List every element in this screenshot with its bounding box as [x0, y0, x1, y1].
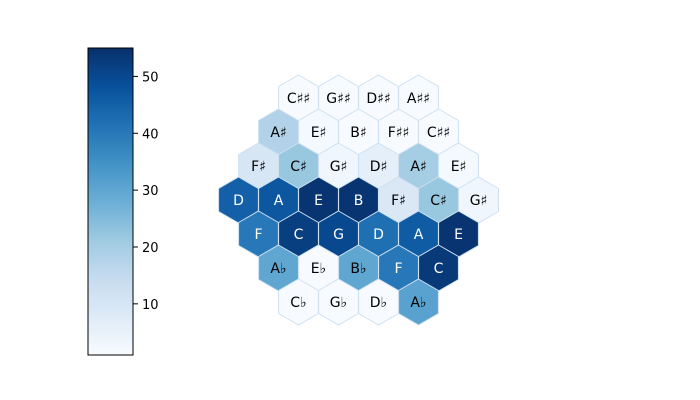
hex-cell-label: C♯ [430, 193, 447, 209]
hex-grid: C♯♯ G♯♯ D♯♯ A♯♯ A♯ E♯ B♯ F♯♯ C♯♯ F♯ C♯ G♯ D♯ A♯ E♯ D A E B… [218, 74, 499, 326]
colorbar-tick-label: 40 [142, 127, 159, 142]
colorbar-tick-label: 30 [142, 184, 159, 199]
hex-cell-label: D♯♯ [366, 91, 390, 107]
hex-cell-label: E♯ [451, 159, 467, 175]
colorbar-tick-label: 20 [142, 241, 159, 256]
hex-cell-label: C [294, 227, 304, 243]
hex-cell-label: B♭ [350, 261, 366, 277]
hex-cell-label: F♯♯ [388, 125, 410, 141]
hex-cell-label: F♯ [391, 193, 406, 209]
hex-cell-label: G♯ [470, 193, 488, 209]
hex-cell-label: B♯ [350, 125, 366, 141]
hex-cell-label: A [274, 193, 284, 209]
hex-cell-label: G♭ [330, 295, 347, 311]
hex-cell-label: F [254, 227, 262, 243]
hex-cell-label: C♭ [290, 295, 306, 311]
colorbar: 10 20 30 40 50 [87, 47, 159, 356]
colorbar-tick-label: 10 [142, 298, 159, 313]
hex-cell: D♯♯ [358, 74, 399, 122]
hex-cell-label: A [414, 227, 424, 243]
hex-cell-label: G [333, 227, 344, 243]
hex-cell-label: A♯♯ [407, 91, 430, 107]
hex-cell-label: A♯ [410, 159, 426, 175]
hex-cell-label: G♯ [330, 159, 348, 175]
hex-cell-label: C♯ [290, 159, 307, 175]
hex-cell-label: C♯♯ [287, 91, 310, 107]
hex-cell-label: E [314, 193, 323, 209]
hex-cell: G♯ [318, 142, 359, 190]
hex-cell-label: D♯ [370, 159, 388, 175]
colorbar-bar [87, 47, 134, 356]
hex-cell-shape [398, 278, 439, 326]
hex-cell-label: F♯ [251, 159, 266, 175]
hex-cell-label: A♭ [410, 295, 426, 311]
hex-cell-label: D [373, 227, 384, 243]
colorbar-tick-label: 50 [142, 70, 159, 85]
hex-cell-label: E♭ [311, 261, 326, 277]
hex-cell-label: E♯ [311, 125, 327, 141]
hex-cell-label: B [354, 193, 364, 209]
hex-cell: F♯♯ [378, 108, 419, 156]
hex-cell: A♭ [398, 278, 439, 326]
hex-cell-label: C♯♯ [427, 125, 450, 141]
hex-cell: G♭ [318, 278, 359, 326]
hex-cell: C♯♯ [418, 108, 459, 156]
hex-cell-label: E [454, 227, 463, 243]
hex-cell-label: A♯ [270, 125, 286, 141]
hex-cell-label: A♭ [270, 261, 286, 277]
hex-cell: E♯ [438, 142, 479, 190]
hex-cell: D♯ [358, 142, 399, 190]
hex-cell-label: D [233, 193, 244, 209]
hex-cell-label: G♯♯ [326, 91, 350, 107]
hex-cell-label: C [434, 261, 444, 277]
hex-cell-label: F [394, 261, 402, 277]
hex-cell-label: D♭ [370, 295, 387, 311]
hex-cell: C♯♯ [278, 74, 319, 122]
